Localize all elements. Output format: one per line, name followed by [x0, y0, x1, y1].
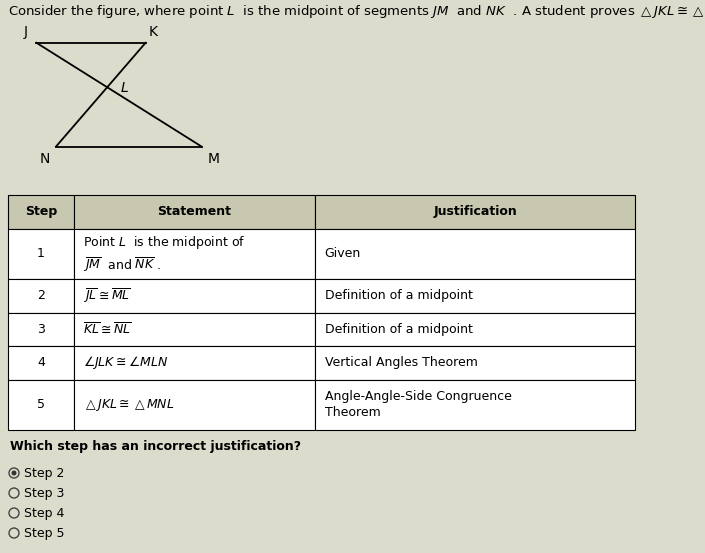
Text: Vertical Angles Theorem: Vertical Angles Theorem — [324, 356, 477, 369]
Text: 4: 4 — [37, 356, 45, 369]
Text: M: M — [207, 152, 219, 166]
Bar — [315, 228, 635, 279]
Text: K: K — [148, 25, 157, 39]
Bar — [315, 346, 635, 380]
Text: Consider the figure, where point $L$  is the midpoint of segments $JM$  and $NK$: Consider the figure, where point $L$ is … — [8, 3, 705, 19]
Text: 5: 5 — [37, 398, 45, 411]
Text: J: J — [23, 25, 27, 39]
Bar — [74, 228, 315, 279]
Text: Point $L$  is the midpoint of
$\overline{JM}$  and $\overline{NK}$ .: Point $L$ is the midpoint of $\overline{… — [83, 234, 246, 274]
Bar — [74, 346, 315, 380]
Text: Which step has an incorrect justification?: Which step has an incorrect justificatio… — [10, 440, 301, 453]
Text: Given: Given — [324, 247, 361, 260]
Text: Justification: Justification — [434, 205, 517, 218]
Text: $\angle JLK\cong\angle MLN$: $\angle JLK\cong\angle MLN$ — [83, 354, 168, 372]
Text: Step 3: Step 3 — [24, 487, 64, 499]
Text: Step: Step — [25, 205, 57, 218]
Text: L: L — [121, 81, 128, 95]
Circle shape — [11, 471, 16, 476]
Text: Definition of a midpoint: Definition of a midpoint — [324, 323, 472, 336]
Bar — [74, 380, 315, 430]
Bar — [74, 195, 315, 228]
Bar — [315, 312, 635, 346]
Text: $\overline{JL}\cong\overline{ML}$: $\overline{JL}\cong\overline{ML}$ — [83, 286, 131, 305]
Text: $\overline{KL}\cong\overline{NL}$: $\overline{KL}\cong\overline{NL}$ — [83, 321, 132, 337]
Text: 3: 3 — [37, 323, 45, 336]
Text: Step 4: Step 4 — [24, 507, 64, 519]
Bar — [8, 195, 74, 228]
Text: $\triangle JKL\cong\triangle MNL$: $\triangle JKL\cong\triangle MNL$ — [83, 397, 175, 413]
Text: N: N — [39, 152, 50, 166]
Text: Step 5: Step 5 — [24, 526, 64, 540]
Bar — [74, 312, 315, 346]
Text: Definition of a midpoint: Definition of a midpoint — [324, 289, 472, 302]
Bar — [8, 380, 74, 430]
Bar — [8, 228, 74, 279]
Bar — [8, 279, 74, 312]
Text: Step 2: Step 2 — [24, 467, 64, 479]
Text: Statement: Statement — [157, 205, 231, 218]
Text: 2: 2 — [37, 289, 45, 302]
Bar — [315, 380, 635, 430]
Bar — [315, 279, 635, 312]
Bar — [8, 346, 74, 380]
Text: Angle-Angle-Side Congruence
Theorem: Angle-Angle-Side Congruence Theorem — [324, 390, 512, 419]
Text: 1: 1 — [37, 247, 45, 260]
Bar — [315, 195, 635, 228]
Bar — [8, 312, 74, 346]
Bar — [74, 279, 315, 312]
